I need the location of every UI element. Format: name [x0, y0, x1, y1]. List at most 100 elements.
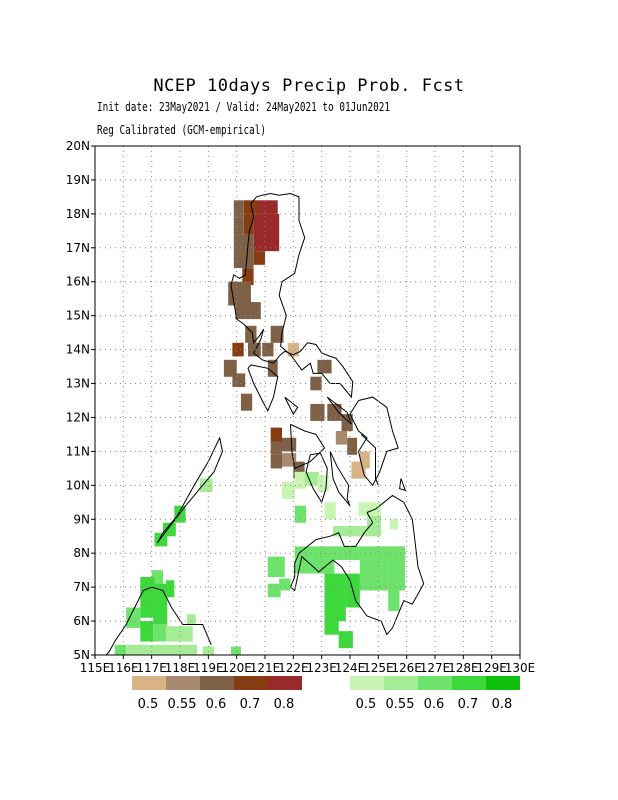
probability-cell	[388, 590, 400, 611]
probability-cell	[242, 268, 254, 286]
probability-cell	[270, 441, 282, 455]
coastline	[156, 436, 224, 544]
lat-tick-label: 9N	[73, 512, 90, 526]
coastline	[349, 396, 399, 487]
probability-cell	[359, 451, 370, 469]
map-title: NCEP 10days Precip Prob. Fcst	[153, 76, 465, 96]
probability-cell	[267, 556, 285, 577]
lon-tick-label: 130E	[505, 661, 536, 675]
probability-cell	[151, 570, 163, 584]
dry-colorbar-swatch	[200, 676, 234, 690]
probability-cell	[187, 614, 196, 625]
probability-cell	[202, 646, 214, 655]
probability-cell	[267, 583, 281, 598]
probability-cell	[243, 213, 254, 235]
wet-colorbar-label: 0.6	[424, 697, 445, 712]
wet-colorbar-swatch	[452, 676, 486, 690]
probability-cell	[359, 560, 389, 591]
probability-cell	[231, 646, 241, 655]
lat-tick-label: 13N	[66, 377, 90, 391]
dry-colorbar-swatch	[268, 676, 302, 690]
probability-cell	[279, 578, 291, 591]
lat-tick-label: 8N	[73, 546, 90, 560]
wet-colorbar-label: 0.5	[356, 697, 377, 712]
lon-tick-label: 120E	[221, 661, 252, 675]
probability-cell	[114, 644, 127, 655]
probability-cell	[310, 403, 325, 421]
lon-tick-label: 118E	[165, 661, 196, 675]
probability-cell	[335, 431, 348, 445]
lat-tick-label: 19N	[66, 173, 90, 187]
lon-tick-label: 127E	[420, 661, 451, 675]
lat-tick-label: 14N	[66, 343, 90, 357]
dry-colorbar-label: 0.6	[206, 697, 227, 712]
lon-tick-label: 121E	[250, 661, 281, 675]
probability-cell	[304, 471, 319, 486]
coastline	[230, 192, 354, 399]
lon-tick-label: 116E	[108, 661, 139, 675]
probability-cell	[324, 573, 346, 622]
probability-cell	[235, 302, 261, 320]
wet-colorbar-label: 0.8	[492, 697, 513, 712]
probability-cell	[233, 217, 244, 235]
probability-cell	[270, 427, 282, 445]
coastline	[326, 396, 352, 425]
coastline	[360, 434, 379, 486]
lon-tick-label: 124E	[335, 661, 366, 675]
dry-colorbar-label: 0.5	[138, 697, 159, 712]
wet-colorbar-swatch	[418, 676, 452, 690]
coastline	[289, 494, 425, 636]
probability-cell	[126, 644, 197, 655]
probability-cell	[324, 502, 336, 520]
probability-cell	[174, 505, 186, 523]
probability-cell	[165, 626, 193, 642]
lon-tick-label: 129E	[476, 661, 507, 675]
probability-cell	[294, 505, 306, 523]
dry-colorbar-label: 0.7	[240, 697, 261, 712]
probability-cell	[253, 213, 280, 252]
probability-cell	[324, 621, 339, 635]
probability-cells	[114, 200, 406, 655]
probability-cell	[270, 454, 282, 469]
probability-cell	[223, 359, 237, 377]
lat-tick-label: 7N	[73, 580, 90, 594]
dry-colorbar-swatch	[132, 676, 166, 690]
lat-tick-label: 17N	[66, 241, 90, 255]
probability-cell	[367, 515, 382, 537]
probability-cell	[317, 475, 329, 493]
lon-tick-label: 123E	[306, 661, 337, 675]
lon-tick-label: 117E	[136, 661, 167, 675]
lon-tick-label: 119E	[193, 661, 224, 675]
probability-cell	[294, 471, 306, 489]
coastline	[290, 423, 326, 470]
probability-cell	[199, 478, 213, 493]
probability-cell	[153, 624, 168, 642]
lon-tick-label: 126E	[391, 661, 422, 675]
probability-cell	[154, 532, 168, 547]
wet-colorbar-swatch	[486, 676, 520, 690]
dry-colorbar-swatch	[166, 676, 200, 690]
coastline	[247, 364, 279, 412]
probability-cell	[293, 461, 305, 479]
wet-colorbar-label: 0.7	[458, 697, 479, 712]
longitude-labels: 115E116E117E118E119E120E121E122E123E124E…	[80, 661, 536, 675]
probability-cell	[327, 403, 342, 421]
lon-tick-label: 125E	[363, 661, 394, 675]
probability-cell	[126, 607, 141, 628]
lat-tick-label: 15N	[66, 309, 90, 323]
probability-cell	[282, 437, 297, 452]
probability-cell	[245, 325, 257, 343]
lon-tick-label: 115E	[80, 661, 111, 675]
wet-probability-colorbar: 0.5 0.55 0.6 0.7 0.8	[350, 676, 520, 712]
lat-tick-label: 18N	[66, 207, 90, 221]
probability-cell	[233, 200, 244, 218]
lon-tick-label: 128E	[448, 661, 479, 675]
probability-cell	[287, 342, 299, 357]
probability-cell	[333, 546, 396, 560]
probability-cell	[317, 359, 332, 374]
map-subtitle-method: Reg Calibrated (GCM-empirical)	[97, 123, 267, 137]
dry-colorbar-label: 0.55	[168, 697, 197, 712]
probability-cell	[232, 342, 244, 357]
probability-cell	[270, 325, 284, 343]
lat-tick-label: 11N	[66, 444, 90, 458]
